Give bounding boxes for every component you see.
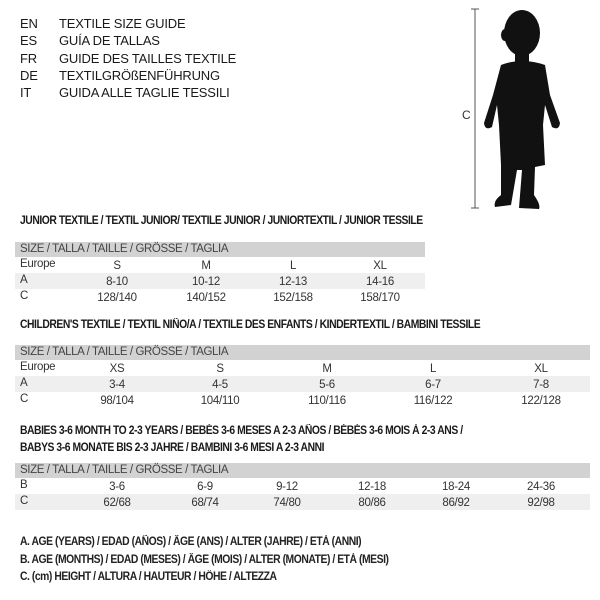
row-label: C [20, 495, 29, 507]
row-shade [15, 376, 590, 392]
table-cell: 18-24 [442, 481, 470, 493]
table-cell: 5-6 [319, 379, 335, 391]
row-label: Europe [20, 258, 56, 270]
table-header-band [15, 345, 590, 360]
language-title: GUIDA ALLE TAGLIE TESSILI [59, 85, 230, 101]
language-code: FR [20, 50, 37, 66]
table-cell: 128/140 [97, 292, 137, 304]
table-cell: 4-5 [212, 379, 228, 391]
table-cell: 62/68 [103, 497, 131, 509]
table-cell: 6-7 [425, 379, 441, 391]
row-shade [15, 273, 425, 289]
table-cell: XL [534, 363, 548, 375]
table-header: SIZE / TALLA / TAILLE / GRÖSSE / TAGLIA [20, 243, 229, 255]
table-cell: 7-8 [533, 379, 549, 391]
language-title: TEXTILGRÖßENFÜHRUNG [59, 67, 220, 83]
table-cell: 122/128 [521, 395, 561, 407]
language-title: GUÍA DE TALLAS [59, 33, 160, 49]
table-cell: 110/116 [308, 395, 346, 407]
language-code: DE [20, 67, 38, 83]
table-cell: 3-6 [109, 481, 125, 493]
table-title: JUNIOR TEXTILE / TEXTIL JUNIOR/ TEXTILE … [20, 215, 423, 227]
legend-item: B. AGE (MONTHS) / EDAD (MESES) / ÂGE (MO… [20, 553, 389, 566]
table-header-band [15, 242, 425, 257]
table-cell: 9-12 [276, 481, 298, 493]
table-cell: 6-9 [197, 481, 213, 493]
table-cell: 14-16 [366, 276, 394, 288]
table-title: BABIES 3-6 MONTH TO 2-3 YEARS / BEBÉS 3-… [20, 425, 463, 437]
language-code: ES [20, 33, 37, 49]
table-cell: S [216, 363, 224, 375]
table-cell: 12-13 [279, 276, 307, 288]
language-title: TEXTILE SIZE GUIDE [59, 16, 186, 31]
row-shade [15, 494, 590, 510]
row-label: C [20, 393, 29, 405]
row-label: A [20, 274, 28, 286]
table-cell: L [429, 363, 437, 375]
table-title: CHILDREN'S TEXTILE / TEXTIL NIÑO/A / TEX… [20, 319, 481, 331]
row-label: B [20, 479, 28, 491]
child-silhouette-icon [471, 8, 560, 209]
language-code: EN [20, 16, 38, 31]
table-cell: 10-12 [192, 276, 220, 288]
measure-label: C [462, 108, 471, 122]
table-cell: 24-36 [527, 481, 555, 493]
legend-item: A. AGE (YEARS) / EDAD (AÑOS) / ÂGE (ANS)… [20, 536, 362, 548]
row-label: Europe [20, 361, 56, 373]
legend-item: C. (cm) HEIGHT / ALTURA / HAUTEUR / HÖHE… [20, 571, 277, 583]
table-cell: 152/158 [273, 292, 313, 304]
table-header: SIZE / TALLA / TAILLE / GRÖSSE / TAGLIA [20, 346, 229, 358]
table-cell: XS [109, 363, 125, 375]
table-cell: M [322, 363, 332, 375]
language-title: GUIDE DES TAILLES TEXTILE [59, 50, 237, 66]
table-cell: 116/122 [413, 395, 453, 407]
table-cell: 68/74 [191, 497, 219, 509]
table-cell: 98/104 [100, 395, 134, 407]
table-cell: 140/152 [186, 292, 226, 304]
table-cell: 158/170 [360, 292, 400, 304]
table-cell: 3-4 [109, 379, 125, 391]
language-code: IT [20, 85, 32, 101]
table-cell: 92/98 [527, 497, 555, 509]
table-cell: S [113, 260, 121, 272]
table-header: SIZE / TALLA / TAILLE / GRÖSSE / TAGLIA [20, 464, 229, 476]
row-label: C [20, 290, 29, 302]
table-cell: XL [373, 260, 387, 272]
table-header-band [15, 463, 590, 478]
table-cell: 12-18 [358, 481, 386, 493]
table-cell: M [201, 260, 211, 272]
row-label: A [20, 377, 28, 389]
table-cell: 86/92 [442, 497, 470, 509]
table-cell: 80/86 [358, 497, 386, 509]
table-cell: 104/110 [200, 395, 240, 407]
table-cell: 8-10 [106, 276, 128, 288]
table-cell: 74/80 [273, 497, 301, 509]
table-title-line2: BABYS 3-6 MONATE BIS 2-3 JAHRE / BAMBINI… [20, 442, 325, 454]
table-cell: L [289, 260, 297, 272]
